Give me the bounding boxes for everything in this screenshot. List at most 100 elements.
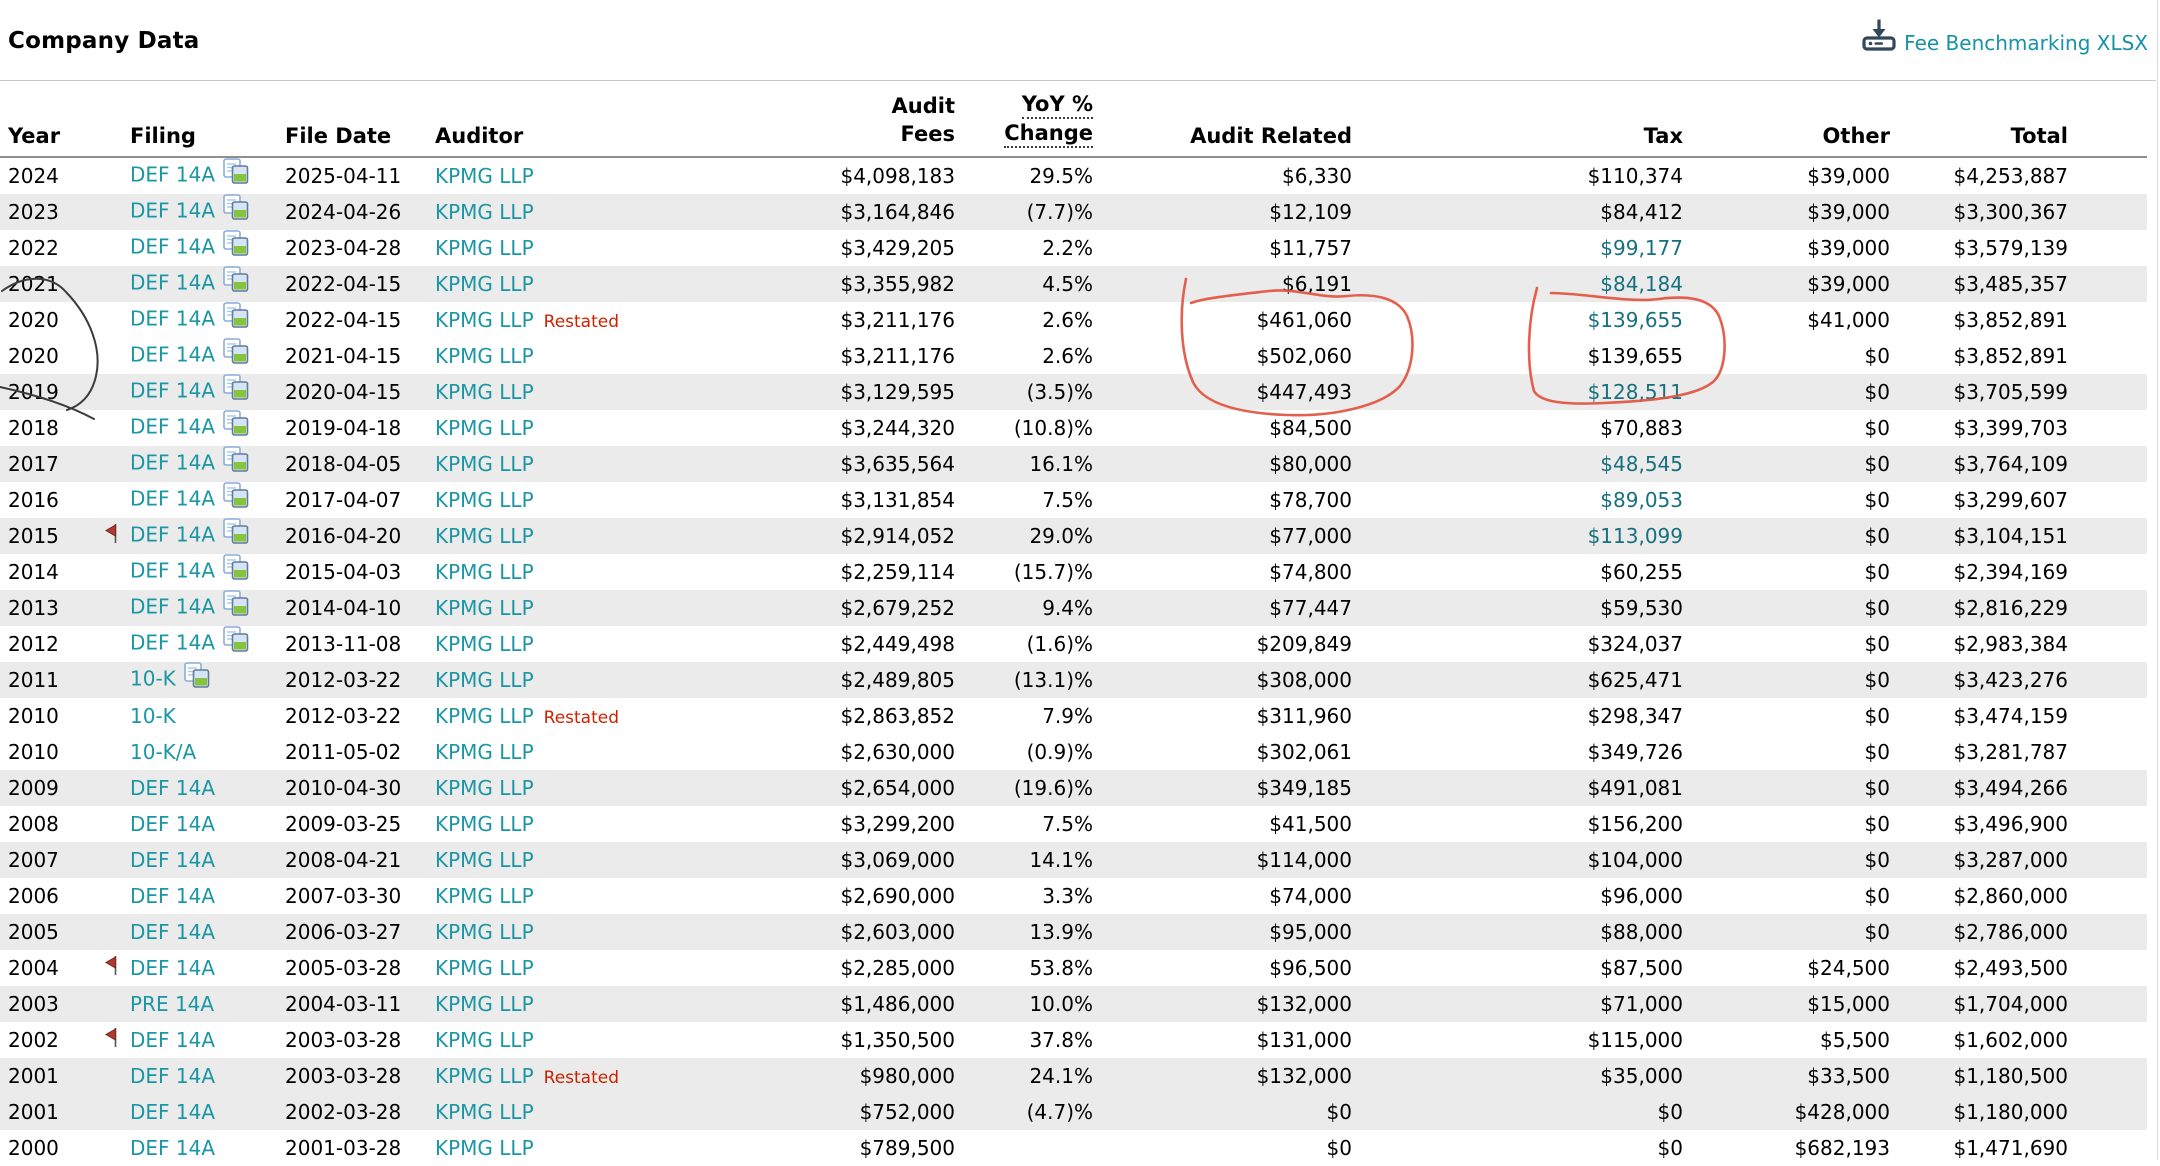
total-cell: $3,579,139: [1953, 236, 2068, 260]
auditor-link[interactable]: KPMG LLP: [435, 848, 534, 872]
tax-link[interactable]: $99,177: [1600, 236, 1683, 260]
auditor-link[interactable]: KPMG LLP: [435, 344, 534, 368]
tax-link[interactable]: $89,053: [1600, 488, 1683, 512]
table-row: 2012 DEF 14A 2013-11-08 KPMG LLP $2,449,498 (…: [0, 626, 2147, 662]
auditor-link[interactable]: KPMG LLP: [435, 1100, 534, 1124]
auditor-link[interactable]: KPMG LLP: [435, 776, 534, 800]
filing-link[interactable]: DEF 14A: [130, 558, 216, 583]
tax-cell: $324,037: [1587, 632, 1683, 656]
filing-cell: DEF 14A: [130, 842, 285, 878]
filing-link[interactable]: DEF 14A: [130, 1100, 216, 1124]
auditor-link[interactable]: KPMG LLP: [435, 956, 534, 980]
flag-cell: [104, 662, 130, 698]
filing-document-icon[interactable]: [223, 518, 250, 550]
filing-cell: 10-K/A: [130, 734, 285, 770]
filing-document-icon[interactable]: [223, 158, 250, 190]
tax-link[interactable]: $113,099: [1587, 524, 1683, 548]
filing-link[interactable]: 10-K: [130, 704, 176, 728]
filing-document-icon[interactable]: [223, 266, 250, 298]
tax-link[interactable]: $84,184: [1600, 272, 1683, 296]
filing-link[interactable]: DEF 14A: [130, 198, 216, 223]
auditor-link[interactable]: KPMG LLP: [435, 524, 534, 548]
filing-cell: DEF 14A: [130, 590, 285, 626]
filing-link[interactable]: DEF 14A: [130, 342, 216, 367]
auditor-link[interactable]: KPMG LLP: [435, 1028, 534, 1052]
filing-link[interactable]: DEF 14A: [130, 414, 216, 439]
tax-link[interactable]: $48,545: [1600, 452, 1683, 476]
yoy-change-cell: (19.6)%: [1013, 776, 1093, 800]
auditor-link[interactable]: KPMG LLP: [435, 884, 534, 908]
fee-benchmarking-xlsx-link[interactable]: Fee Benchmarking XLSX: [1904, 31, 2148, 55]
filing-document-icon[interactable]: [223, 194, 250, 226]
filing-document-icon[interactable]: [223, 230, 250, 262]
auditor-link[interactable]: KPMG LLP: [435, 416, 534, 440]
filing-document-icon[interactable]: [183, 662, 211, 694]
auditor-cell: KPMG LLP: [435, 842, 760, 878]
filing-document-icon[interactable]: [223, 554, 250, 586]
filing-link[interactable]: DEF 14A: [130, 486, 216, 511]
filing-cell: DEF 14A: [130, 950, 285, 986]
auditor-link[interactable]: KPMG LLP: [435, 632, 534, 656]
auditor-link[interactable]: KPMG LLP: [435, 200, 534, 224]
filing-link[interactable]: 10-K/A: [130, 740, 197, 764]
auditor-link[interactable]: KPMG LLP: [435, 1136, 534, 1160]
filing-document-icon[interactable]: [223, 626, 250, 658]
auditor-link[interactable]: KPMG LLP: [435, 668, 534, 692]
filing-document-icon[interactable]: [223, 374, 250, 406]
filing-link[interactable]: DEF 14A: [130, 450, 216, 475]
table-row: 2013 DEF 14A 2014-04-10 KPMG LLP $2,679,252 9…: [0, 590, 2147, 626]
filing-link[interactable]: DEF 14A: [130, 1136, 216, 1160]
filing-link[interactable]: DEF 14A: [130, 920, 216, 944]
filing-link[interactable]: PRE 14A: [130, 992, 215, 1016]
filing-link[interactable]: DEF 14A: [130, 378, 216, 403]
auditor-link[interactable]: KPMG LLP: [435, 308, 534, 332]
filing-link[interactable]: DEF 14A: [130, 812, 216, 836]
filing-document-icon[interactable]: [223, 482, 250, 514]
auditor-link[interactable]: KPMG LLP: [435, 560, 534, 584]
filing-link[interactable]: DEF 14A: [130, 1028, 216, 1052]
auditor-link[interactable]: KPMG LLP: [435, 812, 534, 836]
auditor-link[interactable]: KPMG LLP: [435, 992, 534, 1016]
year-cell: 2000: [8, 1136, 59, 1160]
filing-link[interactable]: DEF 14A: [130, 594, 216, 619]
auditor-link[interactable]: KPMG LLP: [435, 272, 534, 296]
audit-fees-cell: $789,500: [859, 1136, 955, 1160]
filing-link[interactable]: 10-K: [130, 666, 176, 691]
audit-fees-cell: $980,000: [859, 1064, 955, 1088]
filing-link[interactable]: DEF 14A: [130, 270, 216, 295]
filing-cell: DEF 14A: [130, 914, 285, 950]
filing-cell: DEF 14A: [130, 806, 285, 842]
filing-link[interactable]: DEF 14A: [130, 162, 216, 187]
auditor-link[interactable]: KPMG LLP: [435, 452, 534, 476]
auditor-link[interactable]: KPMG LLP: [435, 704, 534, 728]
auditor-link[interactable]: KPMG LLP: [435, 236, 534, 260]
tax-link[interactable]: $128,511: [1587, 380, 1683, 404]
file-date-cell: 2013-11-08: [285, 632, 402, 656]
filing-document-icon[interactable]: [223, 590, 250, 622]
col-header-audit-fees: Audit Fees: [760, 81, 955, 158]
filing-link[interactable]: DEF 14A: [130, 234, 216, 259]
filing-document-icon[interactable]: [223, 338, 250, 370]
filing-document-icon[interactable]: [223, 446, 250, 478]
filing-link[interactable]: DEF 14A: [130, 522, 216, 547]
filing-cell: DEF 14A: [130, 482, 285, 518]
auditor-link[interactable]: KPMG LLP: [435, 1064, 534, 1088]
auditor-link[interactable]: KPMG LLP: [435, 164, 534, 188]
filing-link[interactable]: DEF 14A: [130, 1064, 216, 1088]
tax-link[interactable]: $139,655: [1587, 308, 1683, 332]
filing-link[interactable]: DEF 14A: [130, 630, 216, 655]
filing-document-icon[interactable]: [223, 302, 250, 334]
auditor-link[interactable]: KPMG LLP: [435, 380, 534, 404]
auditor-link[interactable]: KPMG LLP: [435, 740, 534, 764]
filing-link[interactable]: DEF 14A: [130, 776, 216, 800]
auditor-link[interactable]: KPMG LLP: [435, 488, 534, 512]
filing-link[interactable]: DEF 14A: [130, 848, 216, 872]
yoy-change-cell: 13.9%: [1029, 920, 1093, 944]
auditor-link[interactable]: KPMG LLP: [435, 596, 534, 620]
filing-link[interactable]: DEF 14A: [130, 884, 216, 908]
auditor-link[interactable]: KPMG LLP: [435, 920, 534, 944]
filing-link[interactable]: DEF 14A: [130, 306, 216, 331]
filing-document-icon[interactable]: [223, 410, 250, 442]
filing-link[interactable]: DEF 14A: [130, 956, 216, 980]
